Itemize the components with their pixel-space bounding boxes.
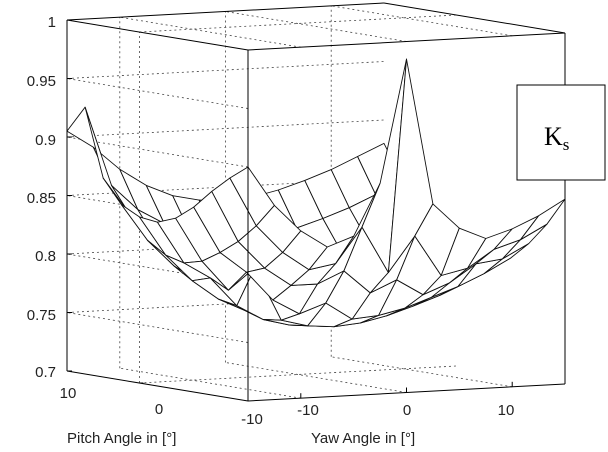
surface-patch <box>520 198 566 241</box>
pitch-axis-label: Pitch Angle in [°] <box>67 430 176 447</box>
legend: Ks <box>516 84 606 181</box>
yaw-tick-label: 10 <box>498 402 515 419</box>
z-tick-label: 0.85 <box>27 190 56 207</box>
pitch-axis: 10 0 Pitch Angle in [°] <box>60 385 177 447</box>
surface-mesh <box>66 58 566 328</box>
z-tick-label: 0.8 <box>35 248 56 265</box>
grid-line <box>225 11 407 42</box>
pitch-tick-label: 10 <box>60 385 77 402</box>
grid-line <box>225 362 407 393</box>
box-edge <box>383 2 566 34</box>
z-axis: 0.7 0.75 0.8 0.85 0.9 0.95 1 <box>27 14 56 381</box>
z-tick-label: 1 <box>48 14 56 31</box>
grid-line <box>66 136 249 168</box>
grid-line <box>331 356 513 388</box>
yaw-tick-label: -10 <box>297 402 319 419</box>
z-tick-label: 0.75 <box>27 307 56 324</box>
front-box <box>66 2 566 402</box>
yaw-axis-label: Yaw Angle in [°] <box>311 430 415 447</box>
grid-line <box>66 119 385 138</box>
pitch-tick-label: 0 <box>155 401 163 418</box>
box-edge <box>66 370 249 402</box>
grid-line <box>331 5 513 37</box>
grid-line <box>119 367 301 399</box>
yaw-axis: -10 -10 0 10 Yaw Angle in [°] <box>241 402 514 447</box>
z-tick-label: 0.9 <box>35 132 56 149</box>
legend-box <box>516 84 606 181</box>
legend-label: Ks <box>544 122 569 154</box>
box-edge <box>66 19 249 51</box>
yaw-tick-label: -10 <box>241 411 263 428</box>
yaw-tick-label: 0 <box>403 402 411 419</box>
z-tick-label: 0.95 <box>27 73 56 90</box>
grid-line <box>66 78 249 109</box>
box-edge <box>247 32 566 51</box>
grid-line <box>119 16 301 48</box>
grid-line <box>66 312 249 343</box>
box-edge <box>66 2 385 21</box>
z-tick-label: 0.7 <box>35 364 56 381</box>
